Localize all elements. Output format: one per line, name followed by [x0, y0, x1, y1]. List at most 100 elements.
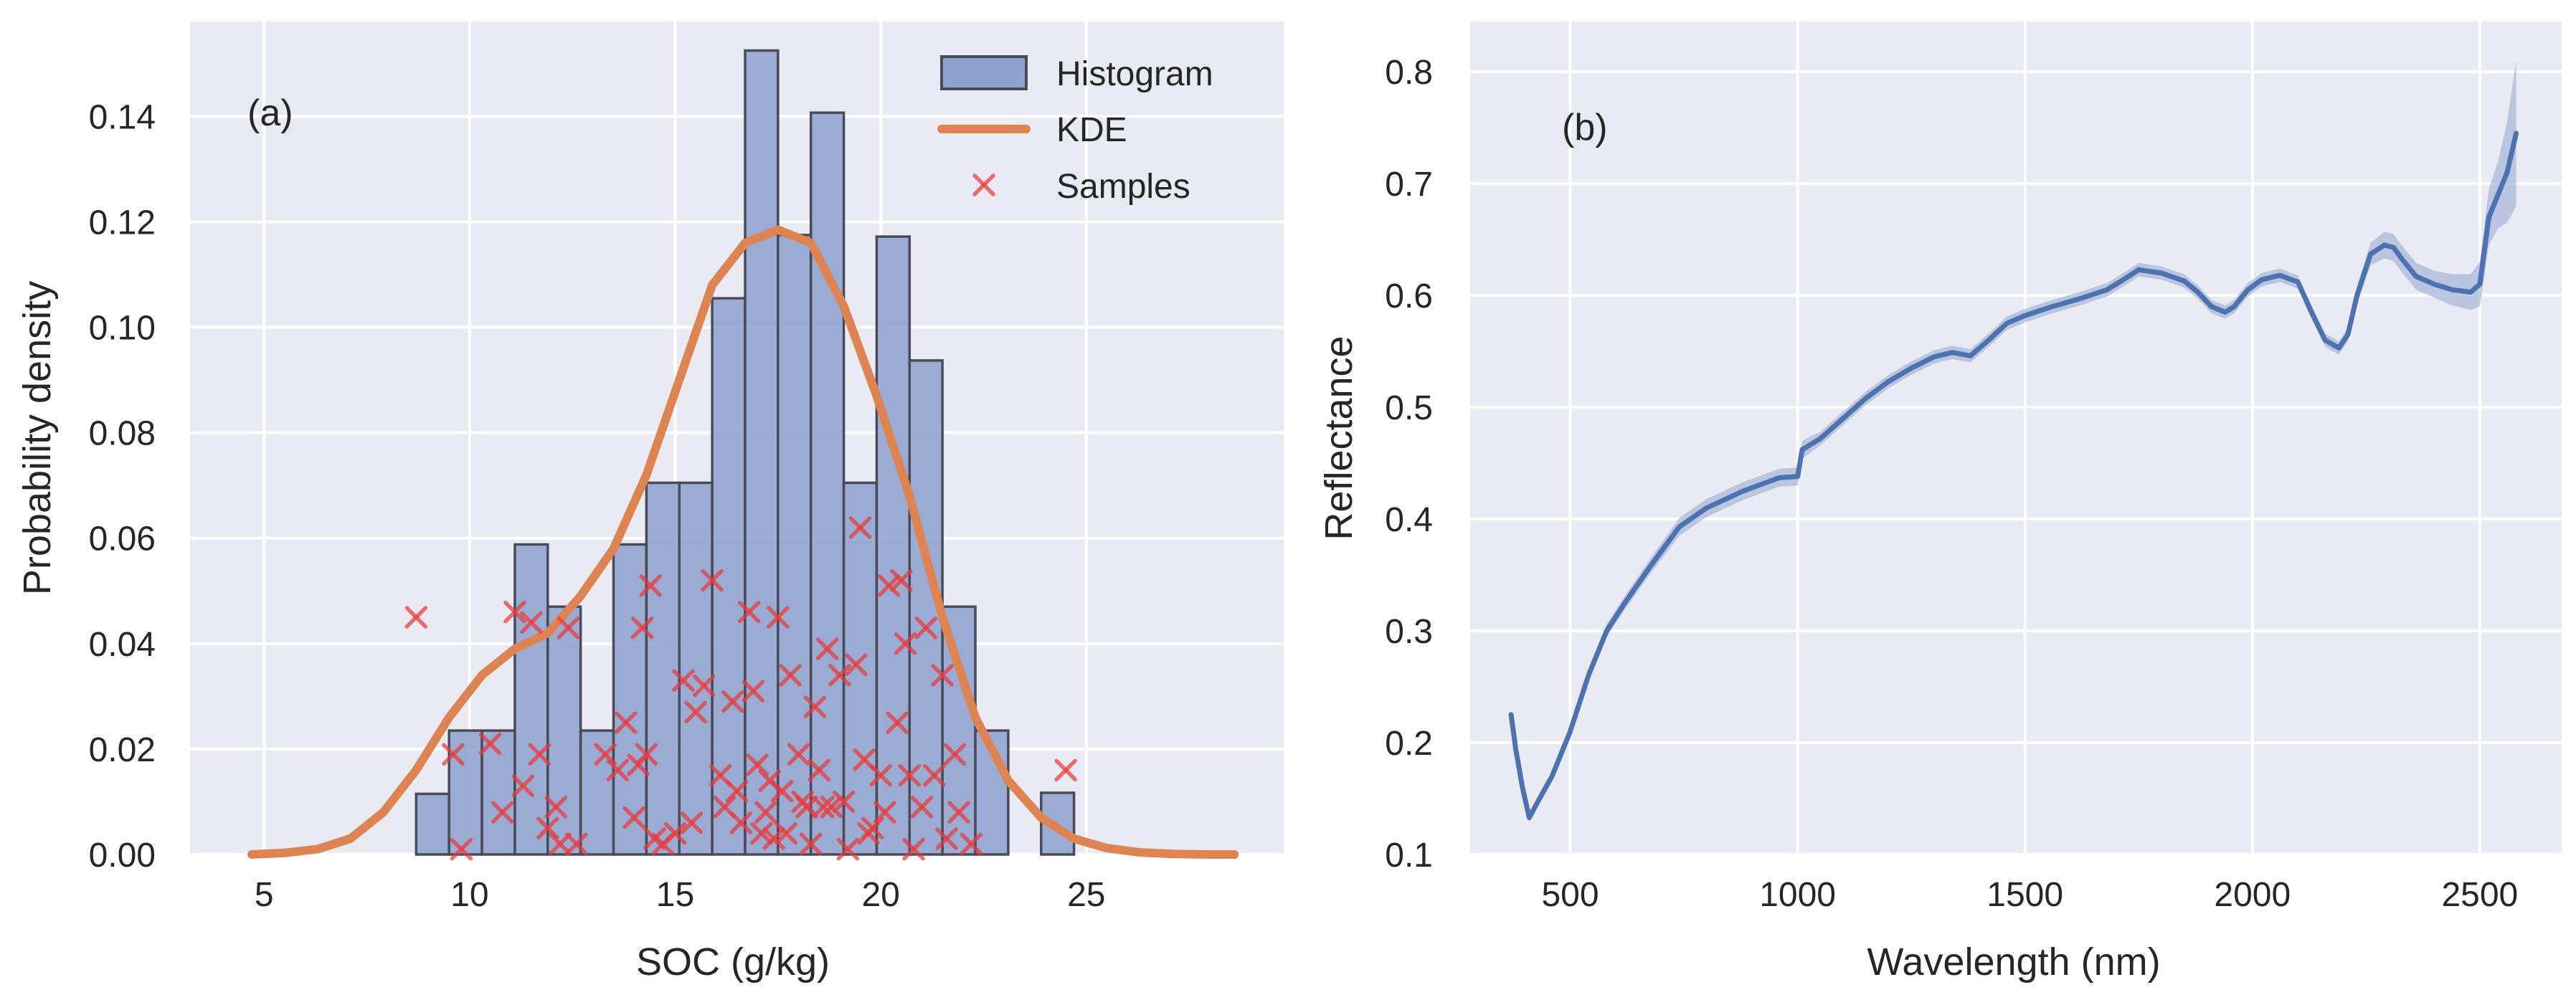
panel-a-y-tick-label: 0.06: [89, 520, 156, 558]
sample-marker: [721, 690, 744, 713]
sample-marker: [803, 695, 827, 718]
panel-b-x-tick-label: 500: [1541, 876, 1599, 914]
sample-marker: [848, 516, 872, 539]
kde-line: [247, 225, 1239, 859]
histogram-bar: [744, 49, 780, 856]
sample-marker: [910, 796, 934, 819]
panel-a-label: (a): [247, 92, 293, 134]
sample-marker: [750, 821, 773, 845]
sample-marker: [815, 637, 839, 660]
histogram-bar: [480, 729, 516, 856]
sample-marker: [528, 743, 551, 766]
panel-a-y-axis-label: Probability density: [16, 281, 59, 595]
sample-marker: [635, 743, 658, 766]
sample-marker: [836, 837, 860, 861]
panel-a-y-tick-label: 0.08: [89, 415, 156, 453]
sample-marker: [943, 743, 967, 766]
sample-marker: [680, 811, 704, 834]
sample-marker: [557, 616, 580, 639]
panel-b-x-tick-labels: 500 1000 1500 2000 2500: [1541, 876, 2518, 914]
panel-b-y-tick-label: 0.2: [1385, 725, 1433, 763]
sample-marker: [808, 758, 830, 782]
histogram-bar: [875, 235, 911, 856]
sample-marker: [890, 568, 913, 592]
sample-marker: [536, 816, 559, 839]
sample-marker: [960, 832, 983, 856]
sample-marker: [767, 606, 790, 629]
sample-marker: [725, 779, 749, 803]
histogram-bar: [513, 543, 549, 856]
sample-marker: [779, 664, 802, 687]
sample-marker: [931, 664, 954, 687]
panel-a-y-tick-label: 0.12: [89, 204, 156, 242]
panel-b-y-tick-label: 0.3: [1385, 613, 1433, 651]
histogram-bar: [809, 111, 846, 856]
panel-b-y-axis-label: Reflectance: [1317, 335, 1360, 540]
sample-marker: [1054, 758, 1077, 782]
sample-marker: [478, 732, 502, 756]
sample-marker: [639, 574, 662, 597]
panel-b-y-tick-label: 0.1: [1385, 837, 1433, 875]
sample-marker: [404, 606, 428, 629]
sample-marker: [701, 568, 724, 592]
panel-b-y-tick-labels: 0.1 0.2 0.3 0.4 0.5 0.6 0.7 0.8: [1385, 54, 1433, 875]
sample-marker: [746, 753, 769, 776]
sample-marker: [663, 821, 687, 845]
sample-marker: [770, 779, 794, 803]
panel-b-grid: [1470, 22, 2562, 856]
sample-marker: [684, 700, 707, 724]
sample-marker: [775, 821, 798, 845]
panel-b-x-tick-label: 1000: [1759, 876, 1836, 914]
sample-marker: [606, 758, 629, 782]
sample-marker: [922, 763, 946, 787]
panel-b-x-tick-label: 2000: [2214, 876, 2291, 914]
panel-a-x-tick-label: 25: [1067, 876, 1105, 914]
panel-a-x-tick-label: 10: [450, 876, 488, 914]
sample-marker: [614, 711, 638, 734]
legend-kde-label: KDE: [1056, 111, 1127, 149]
sample-marker: [692, 674, 716, 697]
panel-b-x-tick-label: 1500: [1987, 876, 2063, 914]
sample-marker: [565, 832, 588, 856]
panel-b-y-tick-label: 0.7: [1385, 166, 1433, 204]
sample-marker: [828, 664, 851, 687]
sample-marker: [799, 832, 823, 856]
legend-samples-marker: [972, 173, 995, 196]
panel-b-y-tick-label: 0.5: [1385, 389, 1433, 427]
sample-marker: [861, 816, 884, 839]
panel-b-y-tick-label: 0.8: [1385, 54, 1433, 92]
panel-a-y-tick-label: 0.02: [89, 731, 156, 769]
sample-marker: [520, 611, 543, 634]
reflectance-spectrum-chart: 500 1000 1500 2000 2500 0.10.20.30.40.50.60.…: [1317, 22, 2562, 983]
sample-marker: [914, 616, 937, 639]
sample-marker: [935, 827, 958, 850]
sample-marker: [742, 680, 765, 702]
histogram-bar: [678, 481, 714, 856]
sample-marker: [886, 711, 909, 734]
sample-marker: [795, 796, 818, 819]
legend-histogram-label: Histogram: [1056, 55, 1213, 93]
legend-samples-swatch: [972, 173, 995, 196]
histogram-bar: [612, 543, 648, 856]
panel-a-y-tick-label: 0.04: [89, 626, 156, 664]
panel-a-y-tick-labels: 0.00 0.02 0.04 0.06 0.08 0.10 0.12 0.14: [89, 98, 156, 875]
histogram-bar: [448, 729, 483, 856]
sample-marker: [754, 801, 777, 824]
sample-markers: [404, 516, 1077, 861]
sample-marker: [869, 763, 892, 787]
legend: Histogram KDE Samples: [937, 55, 1213, 206]
panel-b-label: (b): [1562, 107, 1608, 148]
sample-marker: [820, 796, 843, 819]
sample-marker: [450, 837, 473, 861]
sample-marker: [894, 632, 917, 655]
histogram-bar: [645, 481, 681, 856]
sample-marker: [594, 743, 617, 766]
histogram-bar: [546, 605, 582, 856]
sample-marker: [729, 811, 752, 834]
sample-marker: [491, 801, 514, 824]
histogram-bar: [415, 792, 450, 856]
panel-a-x-tick-label: 15: [656, 876, 694, 914]
panel-b-y-tick-label: 0.6: [1385, 277, 1433, 315]
sample-marker: [544, 796, 567, 819]
